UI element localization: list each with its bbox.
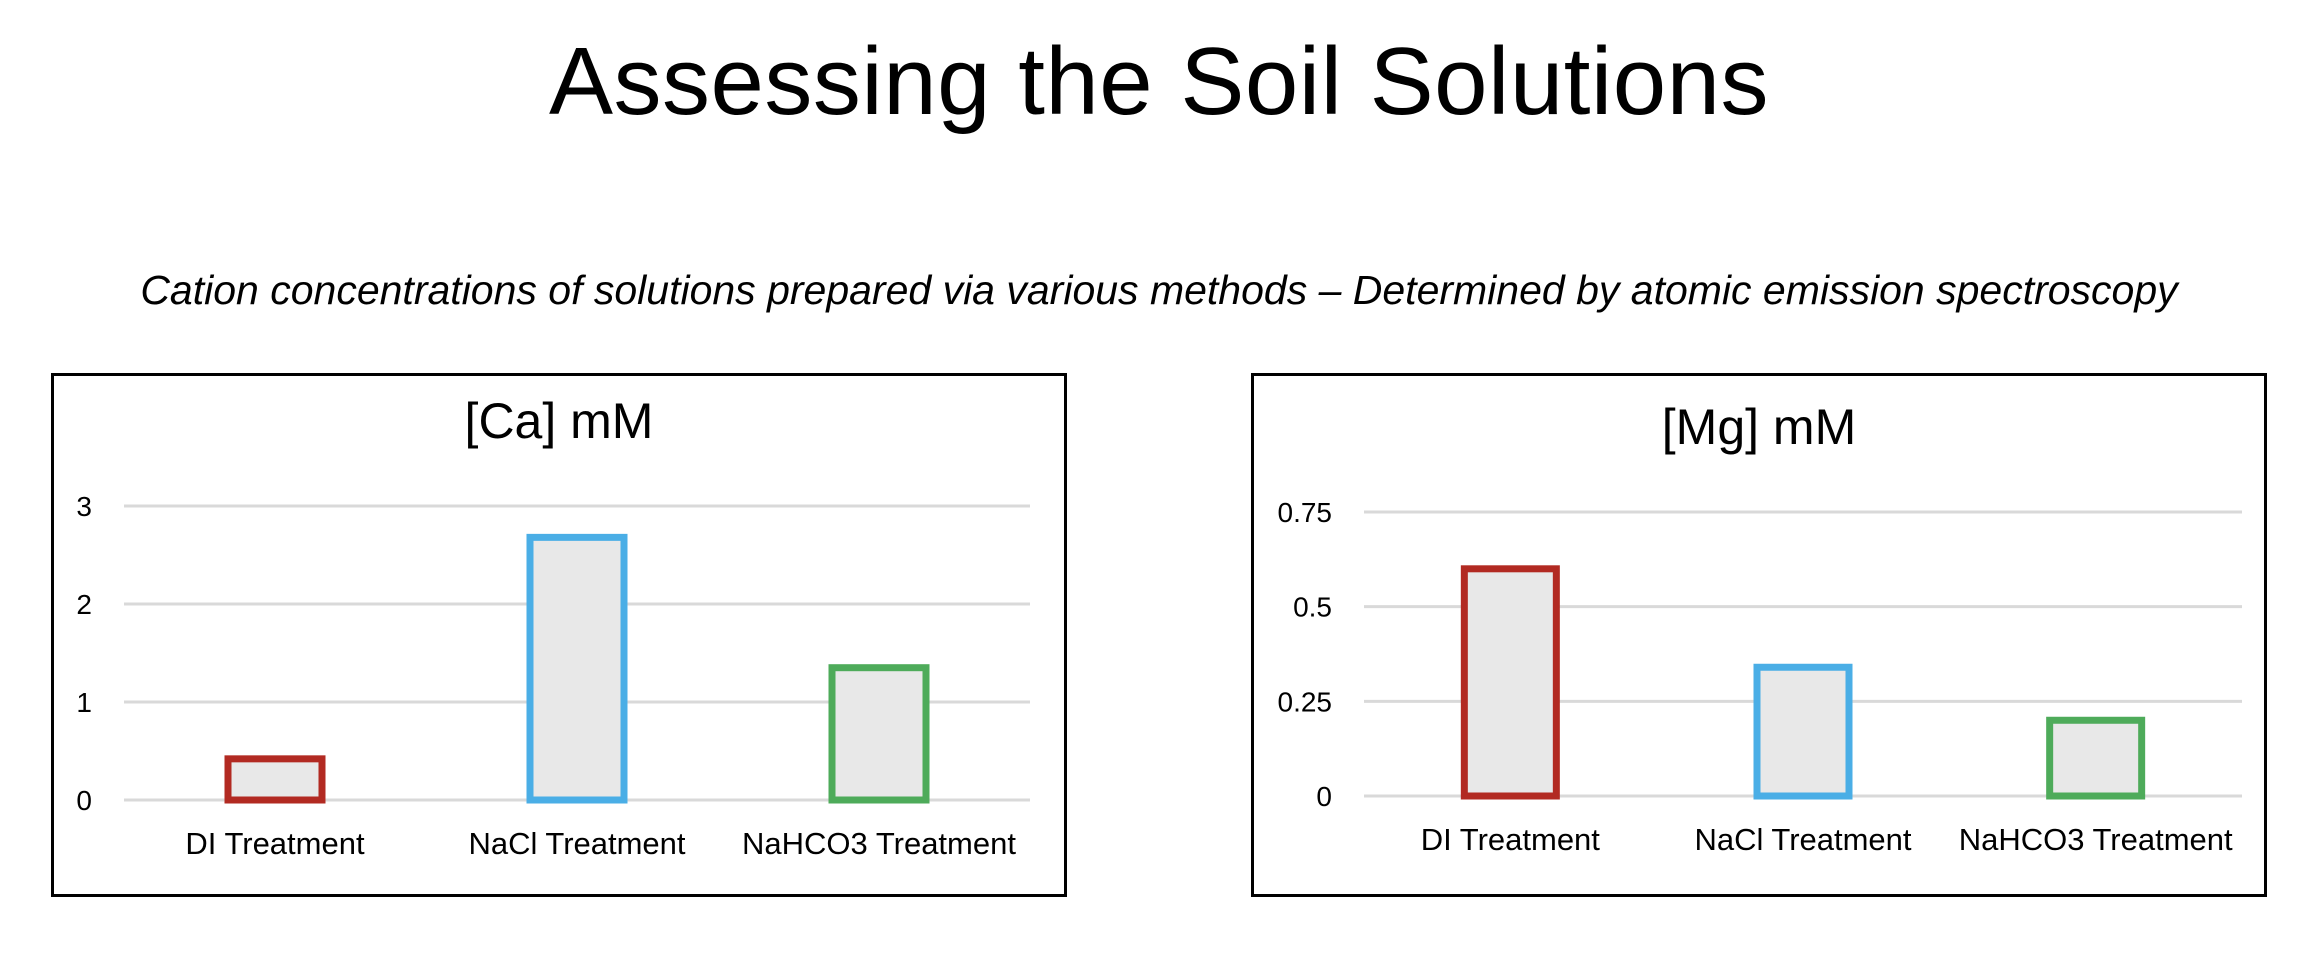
mg-y-tick-label: 0 <box>1316 781 1332 812</box>
mg-category-label: NaCl Treatment <box>1694 822 1911 857</box>
mg-bar-2 <box>1753 663 1853 800</box>
ca-category-label: DI Treatment <box>185 826 365 861</box>
mg-category-label: NaHCO3 Treatment <box>1959 822 2233 857</box>
ca-chart-title: [Ca] mM <box>465 393 654 449</box>
magnesium-chart-svg: [Mg] mM 0 0.25 0.5 0.75 DI Treatment NaCl Trea… <box>1278 399 2242 857</box>
ca-bar-1 <box>224 755 326 804</box>
mg-y-tick-label: 0.5 <box>1293 592 1332 623</box>
mg-y-tick-label: 0.25 <box>1278 686 1333 717</box>
ca-category-label: NaCl Treatment <box>468 826 685 861</box>
ca-y-tick-label: 3 <box>76 491 92 522</box>
calcium-chart-svg: [Ca] mM 0 1 2 3 DI Treatment NaCl Treatment NaH… <box>76 393 1030 861</box>
magnesium-chart: [Mg] mM 0 0.25 0.5 0.75 DI Treatment NaCl Trea… <box>1251 373 2267 897</box>
ca-y-tick-label: 0 <box>76 785 92 816</box>
mg-bar-1 <box>1460 565 1560 800</box>
mg-category-label: DI Treatment <box>1421 822 1601 857</box>
ca-bar-2 <box>526 533 628 804</box>
slide-subtitle: Cation concentrations of solutions prepa… <box>140 267 2178 313</box>
slide-title: Assessing the Soil Solutions <box>549 28 1769 135</box>
mg-bar-3 <box>2046 716 2146 800</box>
mg-y-tick-label: 0.75 <box>1278 497 1333 528</box>
mg-chart-title: [Mg] mM <box>1662 399 1856 455</box>
ca-bar-3 <box>828 664 930 804</box>
ca-y-tick-label: 1 <box>76 687 92 718</box>
calcium-chart: [Ca] mM 0 1 2 3 DI Treatment NaCl Treatment NaH… <box>51 373 1067 897</box>
ca-y-tick-label: 2 <box>76 589 92 620</box>
ca-category-label: NaHCO3 Treatment <box>742 826 1016 861</box>
